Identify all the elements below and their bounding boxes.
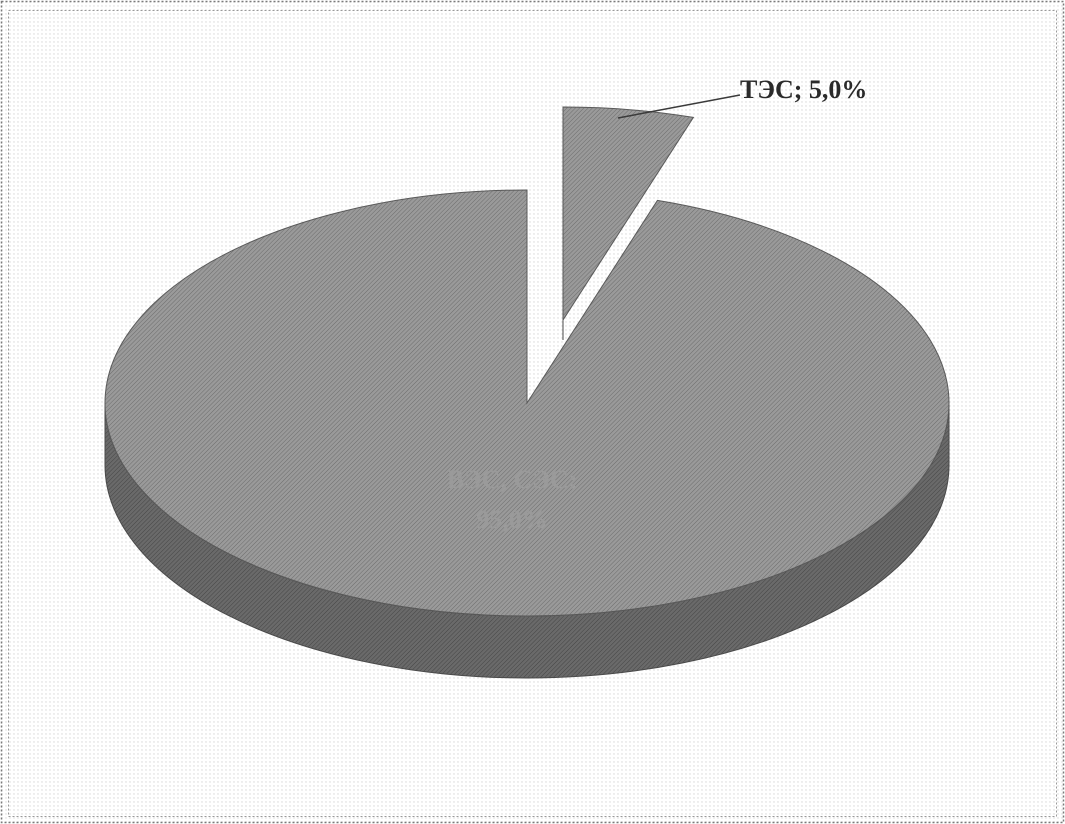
slice-label-wind-solar-line1: ВЭС, СЭС; xyxy=(447,465,578,494)
slice-label-tes: ТЭС; 5,0% xyxy=(740,75,867,104)
pie-slice-0 xyxy=(562,106,695,322)
slice-label-wind-solar-line2: 95,0% xyxy=(476,505,548,534)
pie-group xyxy=(104,106,950,679)
plot-area-border xyxy=(8,10,1057,817)
leader-line-tes xyxy=(617,94,741,119)
pie-slice-1 xyxy=(104,189,950,617)
